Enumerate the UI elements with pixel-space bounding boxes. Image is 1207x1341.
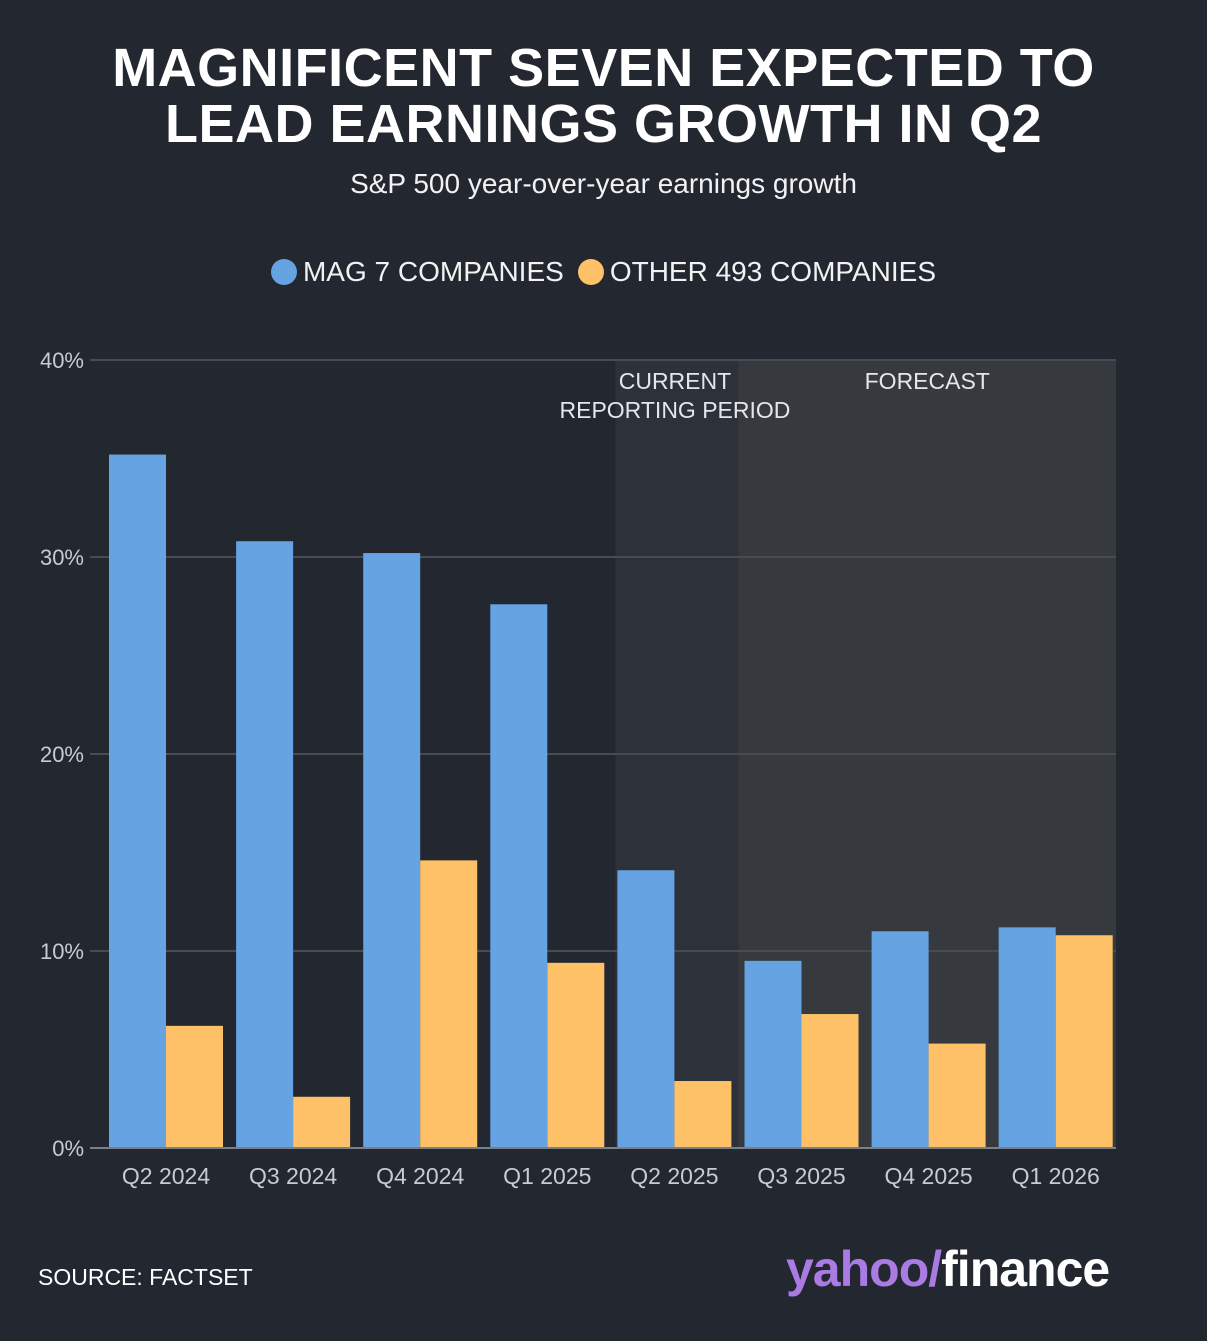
chart-title-line-1: MAGNIFICENT SEVEN EXPECTED TO [112,38,1095,98]
legend-swatch-mag7 [270,259,297,285]
legend-item-other: OTHER 493 COMPANIES [577,256,937,288]
region-label-current: CURRENT [619,368,731,394]
bar-mag7-q1-2025 [490,604,548,1148]
legend-label-other: OTHER 493 COMPANIES [609,256,937,287]
source-note: SOURCE: FACTSET [38,1264,253,1290]
legend-item-mag7: MAG 7 COMPANIES [270,256,564,288]
legend-swatch-other [577,259,604,285]
y-tick-label: 0% [52,1136,84,1161]
chart-title-line-2: LEAD EARNINGS GROWTH IN Q2 [164,94,1043,154]
bar-mag7-q1-2026 [998,927,1056,1148]
y-tick-label: 10% [40,939,84,964]
x-tick-label: Q1 2026 [1012,1163,1100,1189]
x-tick-label: Q1 2025 [503,1163,591,1189]
x-tick-label: Q4 2024 [376,1163,464,1189]
logo-slash: / [928,1241,942,1297]
bar-other-q4-2025 [928,1043,986,1148]
yahoo-finance-logo: yahoo/finance [786,1240,1110,1298]
x-tick-label: Q2 2024 [122,1163,210,1189]
chart-legend: MAG 7 COMPANIES OTHER 493 COMPANIES [0,256,1207,288]
y-tick-label: 30% [40,545,84,570]
chart-title: MAGNIFICENT SEVEN EXPECTED TO LEAD EARNI… [0,40,1207,152]
bar-other-q2-2024 [166,1025,223,1148]
y-tick-label: 40% [40,348,84,373]
bar-mag7-q4-2024 [363,553,421,1148]
bar-mag7-q3-2024 [236,541,294,1148]
chart-subtitle: S&P 500 year-over-year earnings growth [350,168,857,199]
x-tick-label: Q3 2024 [249,1163,337,1189]
bar-mag7-q2-2025 [617,870,675,1148]
y-tick-label: 20% [40,742,84,767]
bar-other-q1-2026 [1055,935,1113,1148]
legend-label-mag7: MAG 7 COMPANIES [302,256,564,287]
bar-mag7-q3-2025 [744,960,802,1148]
bar-other-q2-2025 [674,1081,732,1148]
bar-other-q3-2025 [801,1014,859,1148]
region-label-forecast: FORECAST [865,368,990,394]
bar-other-q4-2024 [420,860,478,1148]
bar-mag7-q2-2024 [109,454,166,1148]
x-tick-label: Q4 2025 [884,1163,972,1189]
bar-other-q3-2024 [293,1096,351,1148]
region-label-current: REPORTING PERIOD [560,397,791,423]
logo-finance: finance [941,1241,1110,1297]
logo-yahoo: yahoo [786,1241,929,1297]
x-tick-label: Q2 2025 [630,1163,718,1189]
bar-other-q1-2025 [547,962,605,1148]
x-tick-label: Q3 2025 [757,1163,845,1189]
bar-mag7-q4-2025 [871,931,929,1148]
